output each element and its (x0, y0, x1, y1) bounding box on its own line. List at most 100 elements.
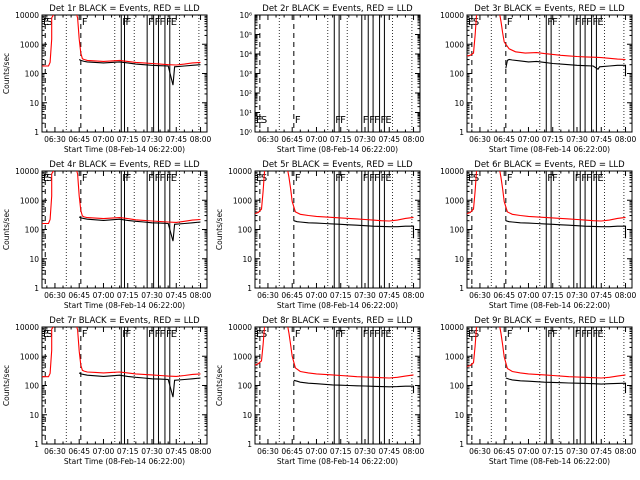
y-tick-label: 10 (242, 255, 252, 264)
flag-label: E (385, 329, 391, 340)
x-tick-label: 06:30 (469, 447, 491, 456)
flag-label: F (374, 329, 380, 340)
x-tick-label: 08:00 (190, 447, 212, 456)
x-tick-label: 07:00 (93, 291, 115, 300)
flag-label: F (581, 173, 587, 184)
y-tick-label: 10 (29, 255, 39, 264)
panel-title: Det 1r BLACK = Events, RED = LLD (49, 4, 200, 14)
x-tick-label: 08:00 (615, 135, 637, 144)
y-tick-label: 1 (459, 440, 464, 449)
x-tick-label: 06:45 (68, 447, 90, 456)
events-series-line (505, 220, 627, 239)
detector-panel: Det 3r BLACK = Events, RED = LLD 1 10 100 10… (440, 4, 636, 154)
x-tick-label: 07:15 (117, 447, 139, 456)
y-tick-label: 100 (238, 382, 253, 391)
flag-label: E (43, 173, 49, 184)
x-tick-label: 08:00 (403, 291, 425, 300)
x-axis-label: Start Time (08-Feb-14 06:22:00) (489, 457, 610, 466)
y-tick-label: 1 (34, 284, 39, 293)
x-tick-label: 08:00 (403, 447, 425, 456)
flag-label: F (155, 17, 161, 28)
flag-label: F (82, 173, 88, 184)
lld-series-line (255, 171, 414, 222)
events-series-line (78, 372, 201, 398)
flag-label: F (122, 17, 128, 28)
y-tick-label: 100 (450, 70, 465, 79)
events-series-line (78, 59, 201, 86)
x-tick-label: 07:30 (566, 135, 588, 144)
x-tick-label: 07:15 (542, 135, 564, 144)
flag-label: F (126, 329, 132, 340)
x-tick-label: 06:45 (493, 447, 515, 456)
flag-label: F (381, 115, 387, 126)
flag-label: F (369, 115, 375, 126)
x-axis-label: Start Time (08-Feb-14 06:22:00) (277, 301, 398, 310)
x-tick-label: 06:45 (281, 447, 303, 456)
y-tick-label: 100 (25, 226, 40, 235)
flag-label: F (374, 173, 380, 184)
x-tick-label: 06:30 (44, 447, 66, 456)
y-tick-label: 10⁶ (239, 11, 252, 20)
flag-label: F (335, 115, 341, 126)
y-tick-label: 10 (29, 99, 39, 108)
x-tick-label: 06:30 (469, 291, 491, 300)
flag-label: F (369, 329, 375, 340)
flag-label: F (363, 115, 369, 126)
x-tick-label: 07:00 (306, 135, 328, 144)
x-tick-label: 06:45 (68, 291, 90, 300)
y-tick-label: 100 (25, 382, 40, 391)
flag-label: F (507, 329, 513, 340)
flag-label: F (340, 329, 346, 340)
y-tick-label: 10⁴ (239, 50, 252, 59)
y-tick-label: 10000 (440, 323, 464, 332)
y-tick-label: 1000 (445, 40, 464, 49)
flag-label: F (166, 329, 172, 340)
series-group (42, 171, 201, 242)
flag-label: F (82, 329, 88, 340)
lld-series-line (42, 15, 201, 67)
y-tick-label: 1000 (20, 196, 39, 205)
flag-label: F (507, 17, 513, 28)
y-tick-label: 1 (34, 440, 39, 449)
flag-label: F (122, 329, 128, 340)
y-axis-label: Counts/sec (2, 53, 11, 94)
y-tick-label: 1000 (233, 196, 252, 205)
x-tick-label: 07:30 (354, 291, 376, 300)
flag-label: F (295, 329, 301, 340)
flag-label: E (468, 329, 474, 340)
x-axis-label: Start Time (08-Feb-14 06:22:00) (64, 301, 185, 310)
y-tick-label: 1 (34, 128, 39, 137)
y-tick-label: 100 (450, 382, 465, 391)
lld-series-line (255, 327, 414, 379)
y-tick-label: 10000 (15, 323, 39, 332)
y-tick-label: 10⁰ (239, 128, 252, 137)
y-tick-label: 1000 (20, 352, 39, 361)
flag-label: E (43, 329, 49, 340)
flag-label: F (363, 173, 369, 184)
series-group (467, 15, 627, 77)
y-tick-label: 1000 (20, 40, 39, 49)
series-group (42, 15, 201, 86)
panel-title: Det 6r BLACK = Events, RED = LLD (474, 160, 625, 170)
flag-label: F (374, 115, 380, 126)
flag-label: F (547, 173, 553, 184)
lld-series-line (42, 171, 201, 225)
x-tick-label: 07:15 (542, 447, 564, 456)
x-tick-label: 07:00 (518, 447, 540, 456)
y-axis-label: Counts/sec (2, 365, 11, 406)
flag-label: F (593, 173, 599, 184)
x-tick-label: 07:15 (117, 135, 139, 144)
x-tick-label: 06:45 (281, 135, 303, 144)
detector-panel: Det 4r BLACK = Events, RED = LLD 1 10 100 10… (2, 160, 212, 310)
flag-label: F (363, 329, 369, 340)
y-tick-label: 100 (450, 226, 465, 235)
flag-label: S (46, 173, 52, 184)
panel-title: Det 2r BLACK = Events, RED = LLD (262, 4, 413, 14)
panel-title: Det 4r BLACK = Events, RED = LLD (49, 160, 200, 170)
x-tick-label: 07:00 (93, 135, 115, 144)
flag-label: E (256, 173, 262, 184)
y-tick-label: 10000 (440, 11, 464, 20)
x-tick-label: 07:30 (566, 447, 588, 456)
x-tick-label: 08:00 (190, 135, 212, 144)
